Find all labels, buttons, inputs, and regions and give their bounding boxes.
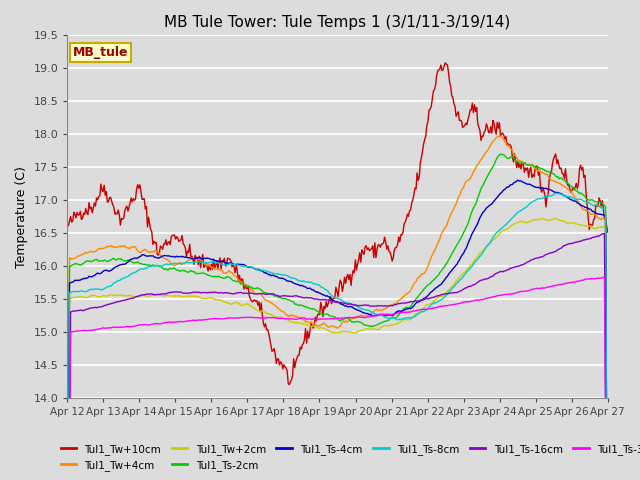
Tul1_Tw+2cm — [323, 327, 331, 333]
Tul1_Ts-16cm — [356, 302, 364, 308]
Tul1_Tw+2cm — [592, 226, 600, 232]
Line: Tul1_Ts-2cm: Tul1_Ts-2cm — [67, 154, 608, 480]
Tul1_Ts-8cm — [385, 315, 393, 321]
Tul1_Tw+10cm — [593, 203, 601, 208]
Tul1_Tw+10cm — [63, 222, 71, 228]
Tul1_Ts-2cm — [592, 199, 600, 204]
Title: MB Tule Tower: Tule Temps 1 (3/1/11-3/19/14): MB Tule Tower: Tule Temps 1 (3/1/11-3/19… — [164, 15, 511, 30]
Tul1_Ts-32cm — [506, 291, 514, 297]
Tul1_Ts-16cm — [323, 297, 331, 303]
Tul1_Tw+10cm — [386, 249, 394, 255]
Tul1_Tw+10cm — [357, 259, 365, 265]
Line: Tul1_Ts-4cm: Tul1_Ts-4cm — [67, 180, 608, 480]
Tul1_Tw+4cm — [356, 313, 364, 319]
Line: Tul1_Ts-8cm: Tul1_Ts-8cm — [67, 193, 608, 480]
Tul1_Ts-4cm — [320, 292, 328, 298]
Tul1_Ts-4cm — [356, 308, 364, 314]
Tul1_Tw+10cm — [509, 155, 516, 160]
Tul1_Ts-16cm — [600, 231, 608, 237]
Tul1_Ts-8cm — [506, 217, 514, 223]
Tul1_Ts-2cm — [508, 154, 515, 160]
Line: Tul1_Ts-32cm: Tul1_Ts-32cm — [67, 277, 608, 480]
Tul1_Ts-2cm — [385, 317, 393, 323]
Tul1_Tw+10cm — [324, 300, 332, 306]
Tul1_Tw+4cm — [495, 133, 503, 139]
Tul1_Ts-4cm — [323, 293, 331, 299]
Y-axis label: Temperature (C): Temperature (C) — [15, 166, 28, 267]
Tul1_Tw+10cm — [321, 306, 329, 312]
Tul1_Tw+4cm — [592, 212, 600, 217]
Tul1_Tw+4cm — [508, 147, 515, 153]
Line: Tul1_Tw+4cm: Tul1_Tw+4cm — [67, 136, 608, 480]
Tul1_Ts-16cm — [385, 303, 393, 309]
Tul1_Tw+2cm — [506, 224, 514, 229]
Tul1_Ts-16cm — [591, 234, 598, 240]
Tul1_Ts-4cm — [385, 312, 393, 318]
Tul1_Ts-8cm — [552, 191, 559, 196]
Tul1_Ts-32cm — [323, 316, 331, 322]
Tul1_Ts-32cm — [600, 274, 608, 280]
Tul1_Tw+2cm — [320, 325, 328, 331]
Tul1_Ts-2cm — [320, 312, 328, 317]
Legend: Tul1_Tw+10cm, Tul1_Tw+4cm, Tul1_Tw+2cm, Tul1_Ts-2cm, Tul1_Ts-4cm, Tul1_Ts-8cm, T: Tul1_Tw+10cm, Tul1_Tw+4cm, Tul1_Tw+2cm, … — [56, 439, 640, 475]
Tul1_Tw+2cm — [356, 328, 364, 334]
Tul1_Ts-32cm — [320, 316, 328, 322]
Tul1_Ts-2cm — [356, 319, 364, 325]
Line: Tul1_Tw+10cm: Tul1_Tw+10cm — [67, 63, 608, 385]
Text: MB_tule: MB_tule — [73, 46, 128, 59]
Tul1_Ts-32cm — [385, 312, 393, 317]
Tul1_Tw+2cm — [539, 216, 547, 221]
Tul1_Tw+4cm — [323, 323, 331, 329]
Tul1_Ts-16cm — [506, 265, 514, 271]
Tul1_Ts-2cm — [498, 151, 506, 157]
Tul1_Ts-4cm — [506, 182, 514, 188]
Tul1_Ts-4cm — [514, 178, 522, 183]
Tul1_Ts-16cm — [320, 297, 328, 303]
Line: Tul1_Ts-16cm: Tul1_Ts-16cm — [67, 234, 608, 480]
Tul1_Ts-32cm — [591, 276, 598, 282]
Tul1_Tw+10cm — [442, 60, 449, 66]
Tul1_Tw+2cm — [385, 323, 393, 328]
Tul1_Ts-32cm — [356, 314, 364, 320]
Tul1_Ts-8cm — [320, 286, 328, 291]
Tul1_Ts-2cm — [323, 311, 331, 317]
Tul1_Ts-4cm — [592, 210, 600, 216]
Tul1_Tw+10cm — [604, 229, 612, 235]
Tul1_Ts-8cm — [323, 288, 331, 294]
Tul1_Ts-8cm — [592, 202, 600, 208]
Tul1_Ts-8cm — [356, 305, 364, 311]
Line: Tul1_Tw+2cm: Tul1_Tw+2cm — [67, 218, 608, 480]
Tul1_Tw+4cm — [385, 303, 393, 309]
Tul1_Tw+4cm — [320, 320, 328, 326]
Tul1_Tw+10cm — [285, 382, 293, 388]
